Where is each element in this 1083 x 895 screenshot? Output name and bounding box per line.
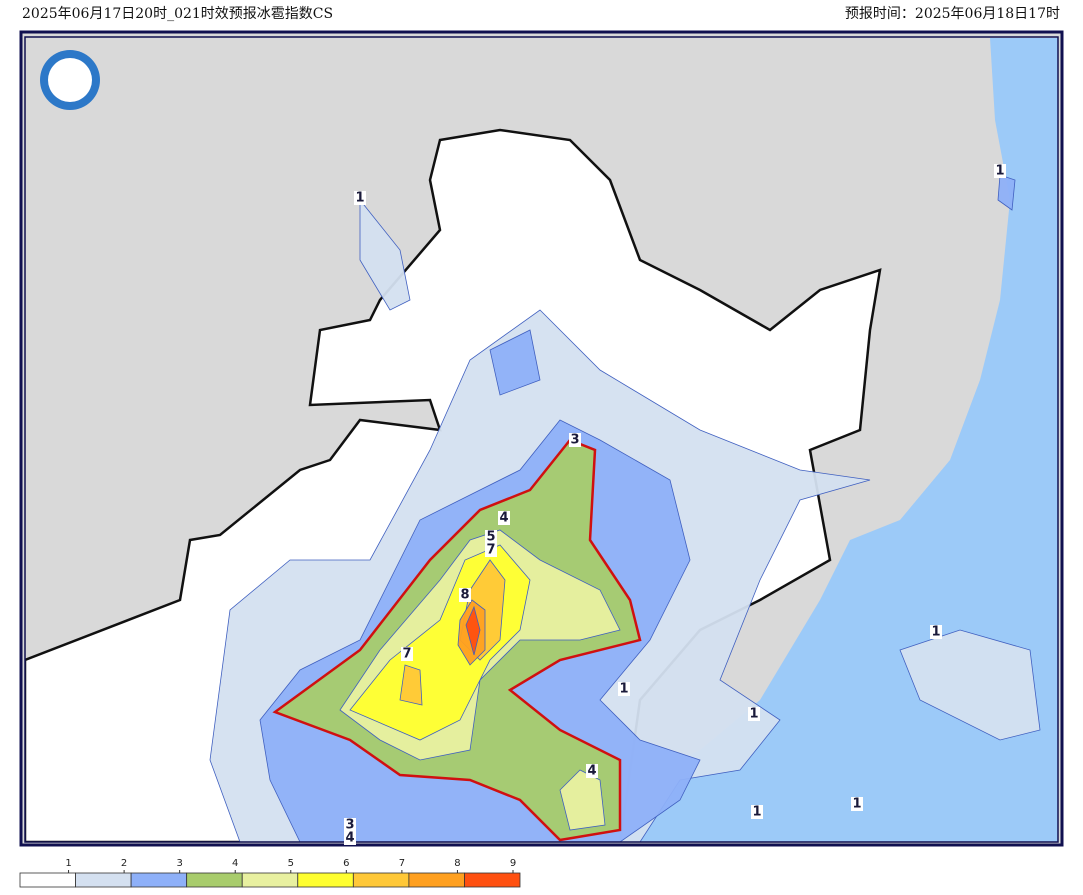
contour-label-bg	[354, 191, 366, 205]
contour-label: 1	[355, 191, 364, 206]
legend-tick-label: 2	[121, 858, 127, 869]
contour-label: 1	[752, 805, 761, 820]
logo-inner	[48, 58, 92, 102]
contour-label-bg	[498, 511, 510, 525]
contour-label-bg	[344, 831, 356, 845]
contour-label: 7	[486, 543, 495, 558]
contour-label-bg	[994, 164, 1006, 178]
legend-tick-label: 9	[510, 858, 516, 869]
contour-label: 1	[931, 625, 940, 640]
contour-label: 5	[486, 530, 495, 545]
hail-index-region	[559, 769, 606, 831]
contour-label-bg	[344, 818, 356, 832]
legend-tick-label: 8	[454, 858, 460, 869]
contour-label-bg	[569, 433, 581, 447]
contour-label-bg	[748, 707, 760, 721]
contour-label-bg	[930, 625, 942, 639]
map-title: 2025年06月17日20时_021时效预报冰雹指数CS	[22, 6, 333, 22]
contour-label: 1	[619, 682, 628, 697]
hail-index-region	[997, 174, 1016, 211]
contour-label: 3	[570, 433, 579, 448]
contour-label-bg	[618, 682, 630, 696]
legend-swatch	[408, 872, 465, 888]
legend-swatch	[75, 872, 132, 888]
legend-tick-label: 1	[65, 858, 71, 869]
hail-index-region	[899, 629, 1041, 741]
contour-label-bg	[485, 543, 497, 557]
contour-label: 8	[460, 588, 469, 603]
contour-label: 4	[499, 511, 508, 526]
legend-tick-label: 5	[288, 858, 294, 869]
contour-label: 4	[587, 764, 596, 779]
contour-label-bg	[751, 805, 763, 819]
legend-swatch	[19, 872, 76, 888]
contour-label-bg	[851, 797, 863, 811]
legend-swatch	[297, 872, 354, 888]
legend-tick-label: 7	[399, 858, 405, 869]
map-inner-frame	[24, 36, 1059, 843]
hail-index-region	[465, 605, 481, 656]
hail-index-region	[359, 198, 411, 311]
contour-label: 4	[345, 831, 354, 846]
contour-label-bg	[459, 588, 471, 602]
contour-label-bg	[586, 764, 598, 778]
legend-swatch	[130, 872, 188, 888]
hail-index-region	[489, 329, 541, 396]
issue-time: 预报时间：2025年06月18日17时	[845, 6, 1060, 22]
legend-tick-label: 6	[343, 858, 349, 869]
legend-swatch	[241, 872, 299, 888]
contour-label: 3	[345, 818, 354, 833]
legend-swatch	[464, 872, 521, 888]
legend-swatch	[186, 872, 243, 888]
contour-label: 1	[995, 164, 1004, 179]
contour-label-bg	[401, 647, 413, 661]
contour-label: 7	[402, 647, 411, 662]
contour-label-bg	[485, 530, 497, 544]
legend-tick-label: 4	[232, 858, 238, 869]
hail-index-region	[399, 664, 423, 706]
legend-tick-label: 3	[176, 858, 182, 869]
legend-swatch	[352, 872, 410, 888]
contour-label: 1	[749, 707, 758, 722]
contour-label: 1	[852, 797, 861, 812]
